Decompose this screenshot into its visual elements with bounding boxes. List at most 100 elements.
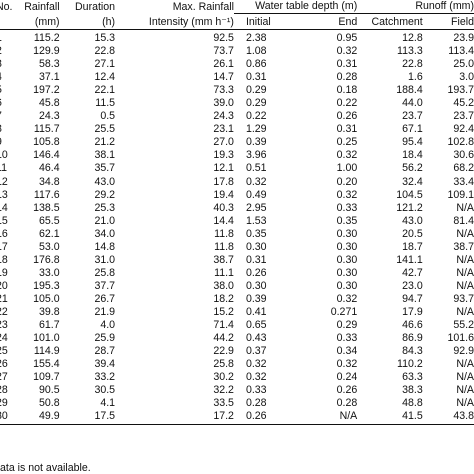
cell-rainfall: 105.8 — [33, 136, 60, 149]
table-row: 8 115.7 25.5 23.1 1.29 0.31 67.1 92.4 — [0, 123, 474, 136]
cell-initial-depth: 0.65 — [245, 319, 267, 332]
cell-duration: 22.8 — [94, 45, 116, 58]
cell-runoff-field: 92.4 — [453, 123, 474, 136]
cell-end-depth: 0.32 — [336, 188, 358, 201]
cell-runoff-field: 81.4 — [453, 214, 474, 227]
cell-initial-depth: 0.32 — [245, 358, 267, 371]
cell-no: 26 — [0, 358, 8, 371]
table-row: 14 138.5 25.3 40.3 2.95 0.33 121.2 N/A — [0, 202, 474, 215]
cell-intensity: 15.2 — [213, 306, 234, 318]
cell-initial-depth: 0.29 — [245, 97, 267, 110]
cell-rainfall: 65.5 — [38, 214, 60, 227]
cell-runoff-field: N/A — [456, 279, 474, 292]
cell-no: 3 — [0, 58, 18, 71]
table-row: 2 129.9 22.8 73.7 1.08 0.32 113.3 113.4 — [0, 45, 474, 58]
header-no: No. — [0, 0, 18, 14]
table-row: 23 61.7 4.0 71.4 0.65 0.29 46.6 55.2 — [0, 319, 474, 332]
cell-no: 2 — [0, 45, 18, 58]
cell-end-depth: 0.25 — [336, 136, 358, 149]
cell-runoff-field: N/A — [456, 397, 474, 410]
cell-no: 17 — [0, 240, 8, 253]
cell-end-depth: 0.32 — [336, 45, 358, 58]
cell-duration: 0.5 — [100, 110, 116, 123]
cell-intensity: 11.8 — [214, 227, 234, 240]
cell-rainfall: 197.2 — [33, 84, 60, 97]
cell-duration: 21.2 — [94, 136, 116, 149]
cell-duration: 21.0 — [94, 214, 116, 227]
cell-initial-depth: 0.30 — [245, 279, 267, 292]
cell-intensity: 44.2 — [213, 332, 234, 345]
cell-no: 4 — [0, 71, 18, 84]
cell-rainfall: 34.8 — [38, 175, 60, 188]
table-row: 9 105.8 21.2 27.0 0.39 0.25 95.4 102.8 — [0, 136, 474, 149]
cell-initial-depth: 0.43 — [245, 332, 267, 345]
cell-initial-depth: 1.08 — [245, 45, 267, 58]
cell-duration: 11.5 — [95, 97, 116, 110]
cell-duration: 12.4 — [94, 71, 116, 84]
cell-runoff-field: 55.2 — [453, 319, 474, 332]
table-row: 7 24.3 0.5 24.3 0.22 0.26 23.7 23.7 — [0, 110, 474, 123]
cell-runoff-field: 102.8 — [447, 136, 474, 149]
table-row: 13 117.6 29.2 19.4 0.49 0.32 104.5 109.1 — [0, 189, 474, 202]
cell-initial-depth: 1.29 — [245, 123, 267, 136]
cell-runoff-field: N/A — [456, 266, 474, 279]
cell-end-depth: 0.32 — [336, 292, 358, 305]
cell-runoff-catchment: 46.6 — [402, 319, 423, 332]
cell-rainfall: 45.8 — [38, 97, 60, 110]
cell-rainfall: 24.3 — [38, 110, 60, 123]
table-row: 5 197.2 22.1 73.3 0.29 0.18 188.4 193.7 — [0, 84, 474, 97]
header-rainfall: Rainfall — [17, 0, 60, 14]
cell-end-depth: 0.35 — [336, 214, 358, 227]
cell-runoff-catchment: 188.4 — [396, 84, 423, 97]
cell-duration: 17.5 — [59, 410, 116, 426]
cell-initial-depth: 0.35 — [245, 227, 267, 240]
header-max-rainfall: Max. Rainfall — [115, 0, 234, 14]
table-row: 29 50.8 4.1 33.5 0.28 0.28 48.8 N/A — [0, 397, 474, 410]
cell-end-depth: 0.34 — [336, 345, 358, 358]
cell-duration: 38.1 — [94, 149, 116, 162]
cell-intensity: 11.1 — [214, 266, 234, 279]
cell-rainfall: 33.0 — [38, 266, 60, 279]
cell-intensity: 14.7 — [213, 71, 234, 84]
table-row: 21 105.0 26.7 18.2 0.39 0.32 94.7 93.7 — [0, 293, 474, 306]
cell-duration: 27.1 — [94, 58, 116, 71]
cell-runoff-catchment: 63.3 — [402, 371, 423, 384]
cell-runoff-catchment: 113.3 — [397, 45, 423, 58]
cell-intensity: 19.4 — [213, 188, 234, 201]
table-row: 20 195.3 37.7 38.0 0.30 0.30 23.0 N/A — [0, 280, 474, 293]
cell-runoff-field: 101.6 — [447, 332, 474, 345]
table-row: 15 65.5 21.0 14.4 1.53 0.35 43.0 81.4 — [0, 215, 474, 228]
table-row: 26 155.4 39.4 25.8 0.32 0.32 110.2 N/A — [0, 358, 474, 371]
cell-runoff-catchment: 22.8 — [402, 58, 423, 71]
cell-rainfall: 117.6 — [33, 188, 60, 201]
cell-runoff-catchment: 32.4 — [402, 175, 423, 188]
cell-runoff-field: 23.7 — [453, 110, 474, 123]
cell-rainfall: 176.8 — [33, 253, 60, 266]
cell-intensity: 17.2 — [115, 410, 234, 426]
table-row: 10 146.4 38.1 19.3 3.96 0.32 18.4 30.6 — [0, 149, 474, 162]
cell-initial-depth: 0.32 — [245, 371, 267, 384]
cell-runoff-catchment: 86.9 — [402, 332, 423, 345]
cell-initial-depth: 0.33 — [245, 384, 267, 397]
cell-initial-depth: 0.30 — [245, 240, 267, 253]
header-runoff: Runoff (mm) — [357, 0, 474, 14]
cell-intensity: 22.9 — [213, 345, 234, 358]
cell-initial-depth: 0.26 — [245, 266, 267, 279]
table-row: 6 45.8 11.5 39.0 0.29 0.22 44.0 45.2 — [0, 97, 474, 110]
cell-runoff-field: N/A — [456, 384, 474, 397]
cell-duration: 35.7 — [94, 162, 116, 175]
table-row: 16 62.1 34.0 11.8 0.35 0.30 20.5 N/A — [0, 228, 474, 241]
cell-runoff-catchment: 17.9 — [402, 306, 423, 318]
cell-intensity: 19.3 — [213, 149, 234, 162]
rainfall-runoff-table: No. Rainfall Duration Max. Rainfall Wate… — [0, 0, 474, 426]
cell-rainfall: 109.7 — [33, 371, 60, 384]
cell-runoff-field: 25.0 — [453, 58, 474, 71]
cell-runoff-field: N/A — [456, 306, 474, 318]
cell-end-depth: 0.28 — [336, 397, 358, 410]
cell-end-depth: 0.31 — [336, 58, 358, 71]
table-body: 1115.215.392.52.380.9512.823.92129.922.8… — [0, 30, 474, 426]
cell-no: 12 — [0, 175, 8, 188]
cell-runoff-catchment: 67.1 — [402, 123, 423, 136]
cell-rainfall: 37.1 — [38, 71, 60, 84]
cell-intensity: 23.1 — [213, 123, 234, 136]
